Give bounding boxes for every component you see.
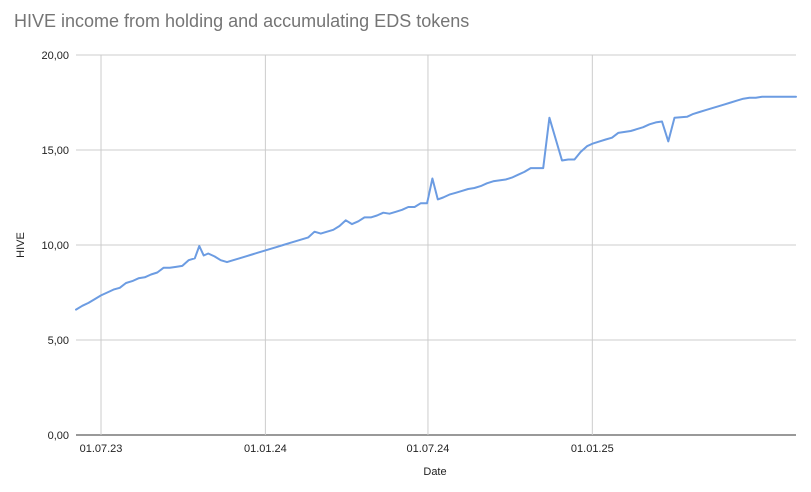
y-tick-label: 0,00 [48, 430, 69, 442]
grid-lines [76, 54, 796, 436]
y-tick-label: 10,00 [41, 240, 69, 252]
y-tick-label: 20,00 [41, 50, 69, 62]
x-tick-label: 01.01.24 [244, 443, 287, 455]
y-axis-ticks: 0,00 5,00 10,00 15,00 20,00 [41, 50, 69, 442]
series-layer [75, 95, 797, 311]
x-tick-label: 01.07.23 [80, 443, 123, 455]
chart-title: HIVE income from holding and accumulatin… [14, 11, 470, 31]
x-axis-title: Date [423, 466, 446, 478]
series-line-hive [75, 95, 797, 311]
y-axis-title: HIVE [15, 232, 27, 258]
x-tick-label: 01.07.24 [407, 443, 450, 455]
x-tick-label: 01.01.25 [571, 443, 614, 455]
y-tick-label: 5,00 [48, 335, 69, 347]
x-axis-ticks: 01.07.23 01.01.24 01.07.24 01.01.25 [80, 443, 614, 455]
y-tick-label: 15,00 [41, 145, 69, 157]
